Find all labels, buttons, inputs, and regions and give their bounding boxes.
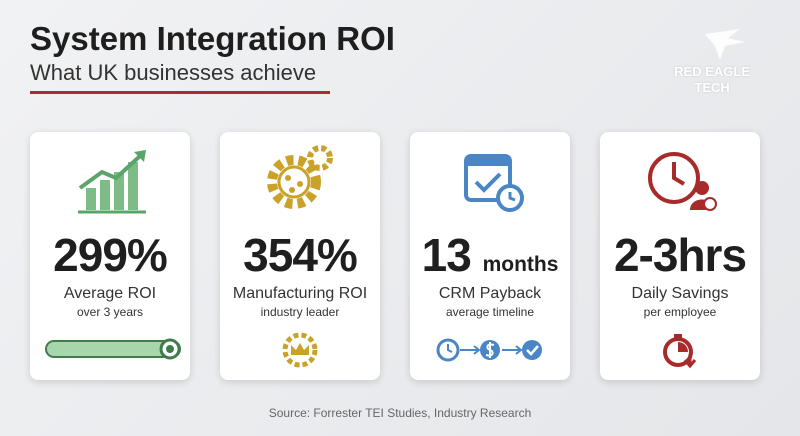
card-sub: industry leader — [260, 305, 340, 319]
brand-line: TECH — [694, 80, 730, 95]
card-value: 354% — [243, 229, 358, 281]
card-value: 299% — [53, 229, 168, 281]
stopwatch-icon — [663, 334, 697, 369]
gear-crown-icon — [282, 332, 318, 368]
card-label: Manufacturing ROI — [232, 285, 368, 302]
icon — [267, 145, 333, 209]
progress-icon — [45, 338, 181, 360]
card-label: Daily Savings — [631, 285, 729, 302]
card: 354% Manufacturing ROI industry leader — [220, 132, 380, 380]
card-label: Average ROI — [63, 285, 157, 302]
title: System Integration ROI — [30, 20, 395, 57]
subtitle: What UK businesses achieve — [30, 60, 317, 85]
icon — [648, 152, 717, 211]
icon — [78, 150, 146, 214]
brand-line: RED EAGLE — [674, 64, 750, 79]
card-value: 13 months — [410, 228, 570, 282]
brand: RED EAGLE TECH — [674, 64, 750, 96]
value-number: 13 — [421, 229, 472, 281]
flow-icon — [436, 338, 542, 362]
card-sub: average timeline — [445, 305, 535, 319]
brand-logo — [705, 29, 745, 60]
title-rule — [30, 91, 330, 94]
source: Source: Forrester TEI Studies, Industry … — [268, 406, 532, 420]
card-label: CRM Payback — [438, 285, 542, 302]
card-sub: over 3 years — [76, 305, 144, 319]
value-unit: months — [482, 253, 559, 276]
card-value: 2-3hrs — [613, 229, 747, 281]
card: 299% Average ROI over 3 years — [30, 132, 190, 380]
card: 2-3hrs Daily Savings per employee — [600, 132, 760, 380]
card-sub: per employee — [643, 305, 717, 319]
icon — [464, 154, 524, 212]
card: 13 months CRM Payback average timeline — [410, 132, 570, 380]
